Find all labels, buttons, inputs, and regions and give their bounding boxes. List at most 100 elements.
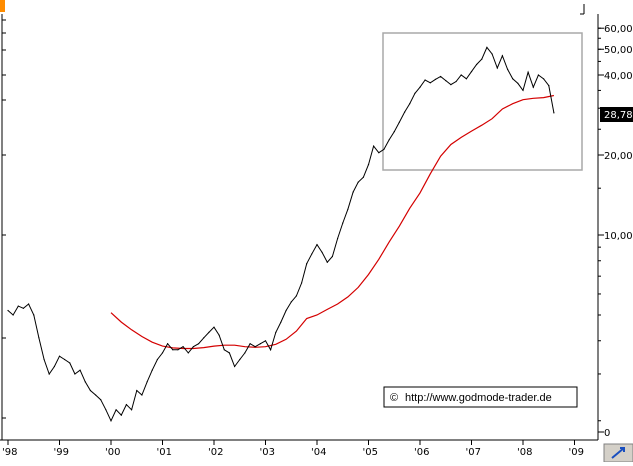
price-point (326, 261, 328, 263)
price-point (419, 86, 421, 88)
chart-nav-button[interactable] (603, 443, 633, 463)
price-point (125, 404, 127, 406)
price-point (84, 381, 86, 383)
price-point (342, 222, 344, 224)
x-axis-ticks (7, 440, 575, 445)
y-tick-label: 50,00 (604, 45, 633, 56)
price-point (311, 253, 313, 255)
price-point (48, 373, 50, 375)
last-price-label: 28,78 (604, 110, 633, 121)
price-point (7, 309, 9, 312)
price-point (440, 75, 442, 78)
right-axis-major-ticks (598, 27, 604, 433)
price-point (362, 176, 364, 178)
x-tick-label: '98 (2, 447, 17, 458)
watermark: © http://www.godmode-trader.de (383, 386, 578, 408)
price-point (295, 295, 297, 297)
price-point (501, 55, 503, 57)
price-point (151, 369, 153, 371)
y-tick-label: 60,00 (604, 24, 633, 35)
price-point (465, 78, 467, 80)
price-point (352, 191, 354, 193)
price-point (285, 309, 287, 312)
price-point (17, 305, 19, 307)
price-point (532, 86, 534, 88)
price-point (22, 307, 24, 309)
price-point (429, 82, 431, 84)
y-axis-tick-labels: 60,00 50,00 40,00 20,00 10,00 0 (604, 24, 633, 439)
price-point (64, 358, 66, 361)
price-point (398, 121, 400, 123)
price-point (486, 46, 488, 49)
price-point (393, 131, 395, 133)
price-point (373, 145, 375, 147)
price-point (187, 352, 189, 354)
last-price-tag-bg (600, 107, 633, 122)
price-point (522, 89, 524, 91)
price-point (259, 343, 261, 345)
price-point (548, 85, 550, 87)
price-point (470, 71, 473, 73)
price-point (537, 74, 540, 76)
price-point (239, 358, 241, 361)
x-tick-label: '07 (466, 447, 481, 458)
price-point (347, 208, 349, 210)
y-tick-label: 40,00 (604, 71, 633, 82)
arrow-up-right-icon (611, 447, 625, 459)
price-point (512, 78, 514, 80)
price-point (218, 334, 220, 336)
price-point (445, 80, 447, 82)
y-tick-label: 0 (604, 428, 610, 439)
price-point (491, 53, 493, 55)
price-point (156, 358, 158, 361)
price-point (517, 82, 519, 84)
price-point (331, 255, 333, 258)
price-point (213, 326, 215, 328)
price-point (450, 84, 452, 86)
price-point (460, 74, 462, 76)
price-point (290, 301, 292, 303)
price-point (182, 346, 184, 348)
price-point (434, 78, 436, 80)
x-tick-label: '99 (54, 447, 69, 458)
price-point (306, 263, 308, 265)
x-tick-label: '01 (157, 447, 172, 458)
price-point (455, 80, 457, 83)
price-point (378, 152, 380, 154)
price-point (100, 399, 102, 401)
price-point (223, 349, 225, 351)
price-point (38, 337, 40, 339)
price-point (198, 343, 200, 345)
price-point (208, 331, 210, 333)
price-points (7, 46, 555, 422)
y-tick-label: 10,00 (604, 231, 633, 242)
x-tick-label: '04 (311, 447, 326, 458)
price-point (404, 111, 406, 113)
price-point (280, 321, 282, 323)
price-point (321, 251, 323, 253)
price-point (244, 352, 246, 354)
price-point (105, 409, 107, 411)
price-point (476, 63, 478, 66)
price-point (110, 420, 112, 422)
price-point (249, 343, 251, 345)
x-tick-label: '00 (105, 447, 120, 458)
last-price-tag: 28,78 (600, 107, 633, 122)
x-tick-label: '05 (363, 447, 378, 458)
price-point (234, 365, 236, 368)
price-point (316, 244, 318, 246)
price-point (115, 409, 117, 411)
x-tick-label: '06 (414, 447, 429, 458)
price-point (543, 78, 545, 80)
price-point (409, 103, 411, 105)
price-point (146, 381, 148, 383)
y-tick-label: 20,00 (604, 151, 633, 162)
price-point (172, 349, 174, 351)
corner-marker (0, 0, 5, 12)
price-point (58, 355, 61, 357)
price-point (53, 365, 56, 368)
watermark-url: http://www.godmode-trader.de (405, 392, 552, 404)
price-point (131, 409, 133, 411)
